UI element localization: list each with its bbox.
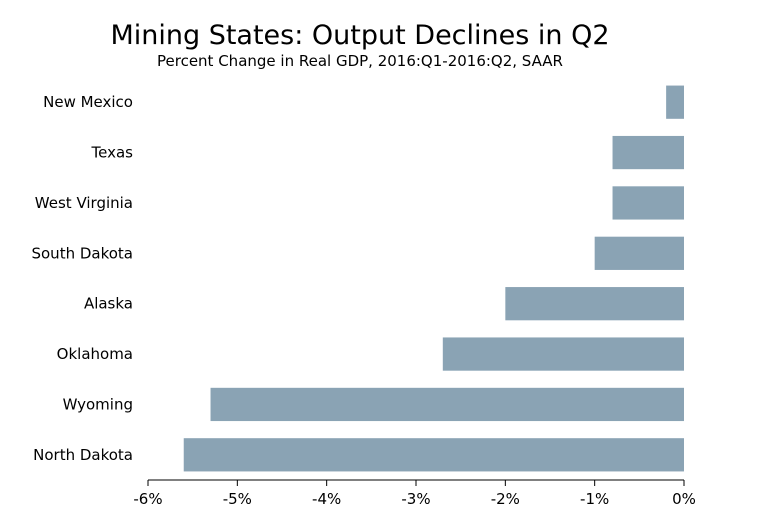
x-tick-label: -2%	[491, 490, 520, 508]
bar-alaska	[505, 287, 684, 321]
chart-subtitle: Percent Change in Real GDP, 2016:Q1-2016…	[157, 52, 563, 70]
category-labels: New Mexico Texas West Virginia South Dakota…	[31, 93, 133, 464]
x-tick-label: -6%	[133, 490, 162, 508]
x-tick-label: 0%	[672, 490, 696, 508]
bar-wyoming	[210, 387, 685, 422]
x-tick-label: -5%	[223, 490, 252, 508]
category-label-north-dakota: North Dakota	[33, 446, 133, 464]
chart-title: Mining States: Output Declines in Q2	[110, 20, 610, 51]
x-tick-label: -3%	[401, 490, 430, 508]
category-label-south-dakota: South Dakota	[31, 244, 133, 262]
category-label-new-mexico: New Mexico	[43, 93, 133, 111]
x-tick-label: -1%	[580, 490, 609, 508]
bar-new-mexico	[666, 85, 684, 119]
x-tick-label: -4%	[312, 490, 341, 508]
bar-south-dakota	[594, 236, 684, 270]
bar-oklahoma	[442, 337, 684, 371]
bar-texas	[612, 135, 684, 170]
category-label-west-virginia: West Virginia	[35, 194, 133, 212]
x-axis: -6% -5% -4% -3% -2% -1% 0%	[133, 479, 696, 508]
category-label-wyoming: Wyoming	[63, 395, 133, 413]
category-label-alaska: Alaska	[84, 295, 133, 313]
category-label-texas: Texas	[91, 144, 134, 162]
bar-north-dakota	[183, 438, 684, 472]
bars-group	[183, 85, 685, 472]
category-label-oklahoma: Oklahoma	[57, 345, 133, 363]
bar-west-virginia	[612, 186, 684, 220]
